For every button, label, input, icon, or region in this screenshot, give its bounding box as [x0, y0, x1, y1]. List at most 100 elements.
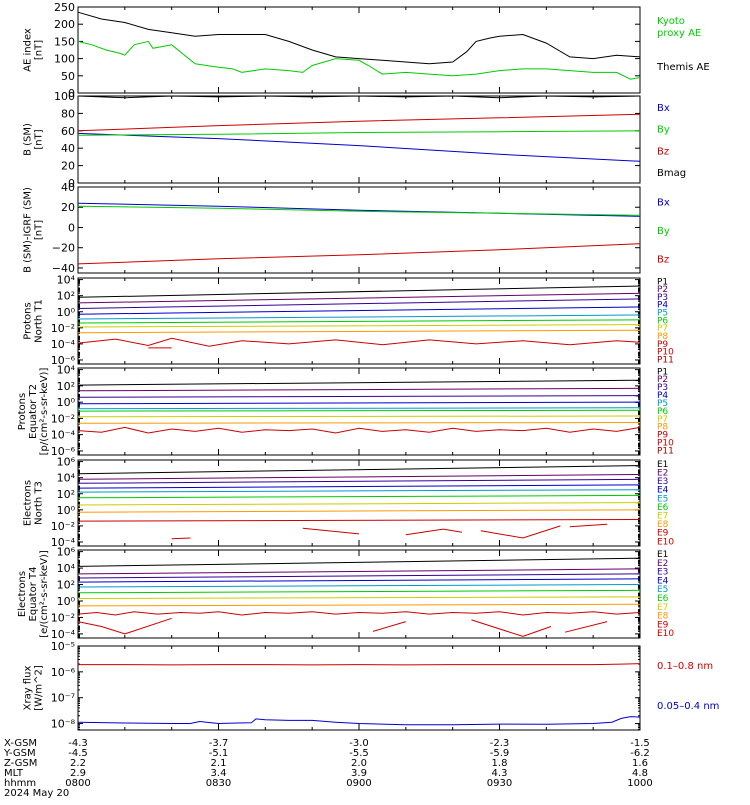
x-axis-row-value: 4.8	[632, 768, 648, 779]
y-tick-label-protons_t2: 10²	[57, 380, 75, 393]
y-tick-label-electrons_t4: 10²	[57, 579, 75, 592]
series-line-electrons_t4-E8	[77, 603, 641, 607]
legend-entry-protons_t1: P3	[657, 293, 668, 303]
series-line-protons_t2-P1	[77, 379, 641, 386]
series-line-protons_t1-P4	[77, 306, 641, 315]
series-line-bigrf-Bz	[77, 243, 641, 265]
legend-entry-bigrf: Bz	[657, 255, 669, 266]
legend-entry-electrons_t3: E10	[657, 537, 674, 547]
y-tick-label-electrons_t4: 10⁶	[57, 546, 76, 559]
series-line-protons_t2-P6	[77, 409, 641, 412]
y-tick-label-bfield: 60	[61, 125, 75, 138]
x-axis-row-value: -3.0	[349, 738, 369, 749]
legend-entry-electrons_t4: E2	[657, 559, 668, 569]
series-line-protons_t2-P4	[77, 401, 641, 405]
series-line-electrons_t3-E3	[77, 478, 641, 484]
series-line-electrons_t4-E5	[77, 584, 641, 588]
legend-entry-protons_t1: P10	[657, 348, 674, 358]
y-axis-label-electrons_t3: Electrons	[23, 480, 34, 526]
series-line-protons_t1-P6	[77, 319, 641, 324]
legend-entry-ae: Themis AE	[656, 62, 710, 73]
y-axis-label-bfield: [nT]	[34, 129, 45, 149]
y-axis-label-bfield: B (SM)	[23, 123, 34, 156]
y-tick-label-ae: 50	[61, 70, 75, 83]
legend-entry-electrons_t4: E7	[657, 603, 668, 613]
legend-entry-electrons_t3: E2	[657, 468, 668, 478]
series-segment-electrons_t4-0	[77, 617, 172, 635]
legend-entry-protons_t1: P8	[657, 332, 668, 342]
y-axis-label-electrons_t4: Equator T4	[28, 567, 39, 622]
legend-entry-protons_t2: P3	[657, 383, 668, 393]
x-axis-row-value: -3.7	[209, 738, 229, 749]
legend-entry-electrons_t4: E1	[657, 550, 668, 560]
legend-entry-protons_t1: P5	[657, 309, 668, 319]
legend-entry-electrons_t3: E4	[657, 486, 669, 496]
series-segment-electrons_t3-3	[480, 525, 561, 539]
series-segment-electrons_t3-1	[302, 527, 360, 535]
x-axis-row-value: 0830	[206, 778, 231, 789]
series-line-protons_t1-P7	[77, 324, 641, 328]
y-tick-label-electrons_t3: 10⁶	[57, 456, 76, 469]
x-axis-row-value: 2.0	[351, 758, 367, 769]
y-tick-label-protons_t2: 10⁴	[57, 364, 76, 377]
x-axis-row-value: -2.3	[490, 738, 510, 749]
x-axis-row-value: 3.4	[211, 768, 227, 779]
y-tick-label-ae: 200	[54, 18, 75, 31]
legend-entry-ae: Kyoto	[657, 16, 685, 27]
series-line-ae-Themis AE	[77, 11, 641, 65]
y-tick-label-bigrf: 0	[68, 221, 75, 234]
y-axis-label-protons_t2: [p/(cm²-s-sr-keV)]	[39, 368, 50, 456]
y-tick-label-electrons_t3: 10²	[57, 488, 75, 501]
x-axis-row-value: 2.1	[211, 758, 227, 769]
series-line-protons_t2-P2	[77, 387, 641, 392]
x-axis-row-value: -4.3	[68, 738, 88, 749]
x-axis-row-value: -1.5	[630, 738, 650, 749]
legend-entry-protons_t2: P7	[657, 415, 668, 425]
y-tick-label-ae: 0	[68, 87, 75, 100]
series-line-bfield-Bx	[77, 132, 641, 162]
y-tick-label-xray: 10⁻⁶	[51, 666, 76, 679]
legend-entry-protons_t1: P11	[657, 355, 674, 365]
legend-entry-electrons_t3: E7	[657, 511, 668, 521]
y-tick-label-protons_t2: 10⁻⁴	[51, 429, 76, 442]
y-tick-label-protons_t1: 10⁻⁶	[51, 354, 76, 367]
series-line-bfield-By	[77, 130, 641, 136]
y-tick-label-electrons_t3: 10⁰	[57, 504, 76, 517]
series-line-bfield-Bmag	[77, 95, 641, 99]
legend-entry-protons_t1: P7	[657, 324, 668, 334]
x-axis-row-value: 1.8	[492, 758, 508, 769]
series-segment-electrons_t4-2	[471, 619, 552, 637]
y-axis-label-ae: AE index	[23, 28, 34, 72]
series-line-electrons_t4-E2	[77, 568, 641, 575]
series-line-protons_t2-P9	[77, 426, 641, 434]
series-line-electrons_t4-E4	[77, 578, 641, 583]
y-tick-label-bigrf: −20	[52, 242, 75, 255]
y-tick-label-ae: 250	[54, 1, 75, 14]
series-line-electrons_t4-E7	[77, 596, 641, 599]
y-tick-label-xray: 10⁻⁸	[51, 718, 76, 731]
legend-entry-protons_t2: P2	[657, 375, 668, 385]
x-axis-row-value: -5.9	[490, 748, 510, 759]
y-tick-label-electrons_t4: 10⁻⁴	[51, 628, 76, 641]
y-axis-label-xray: [W/m^2]	[34, 665, 45, 711]
series-line-protons_t1-P5	[77, 314, 641, 320]
panel-frame-xray	[77, 645, 641, 731]
legend-entry-protons_t1: P9	[657, 340, 668, 350]
x-axis-row-value: -5.5	[349, 748, 369, 759]
series-line-protons_t2-P7	[77, 415, 641, 418]
y-axis-label-electrons_t4: Electrons	[17, 571, 28, 617]
series-line-electrons_t3-E4	[77, 484, 641, 489]
y-tick-label-electrons_t3: 10⁴	[57, 472, 76, 485]
series-line-bfield-Bz	[77, 113, 641, 132]
series-line-protons_t1-P2	[77, 292, 641, 304]
y-tick-label-electrons_t3: 10⁻⁴	[51, 536, 76, 549]
series-line-protons_t2-P8	[77, 422, 641, 424]
series-line-protons_t1-P8	[77, 329, 641, 334]
legend-entry-electrons_t3: E8	[657, 520, 669, 530]
legend-entry-electrons_t4: E8	[657, 612, 669, 622]
legend-entry-protons_t1: P2	[657, 285, 668, 295]
series-line-electrons_t3-E7	[77, 502, 641, 506]
y-tick-label-bfield: 0	[68, 177, 75, 190]
